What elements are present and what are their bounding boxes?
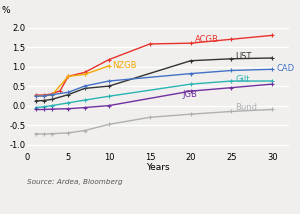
Text: CAD: CAD xyxy=(276,64,295,73)
Text: %: % xyxy=(1,6,10,15)
Text: Bund: Bund xyxy=(236,103,258,112)
Text: ACGB: ACGB xyxy=(195,35,219,44)
Text: JGB: JGB xyxy=(182,90,197,99)
Text: UST: UST xyxy=(236,52,252,61)
Text: Source: Ardea, Bloomberg: Source: Ardea, Bloomberg xyxy=(27,179,123,185)
Text: NZGB: NZGB xyxy=(112,61,137,70)
Text: Gilt: Gilt xyxy=(236,75,250,84)
X-axis label: Years: Years xyxy=(146,163,170,172)
